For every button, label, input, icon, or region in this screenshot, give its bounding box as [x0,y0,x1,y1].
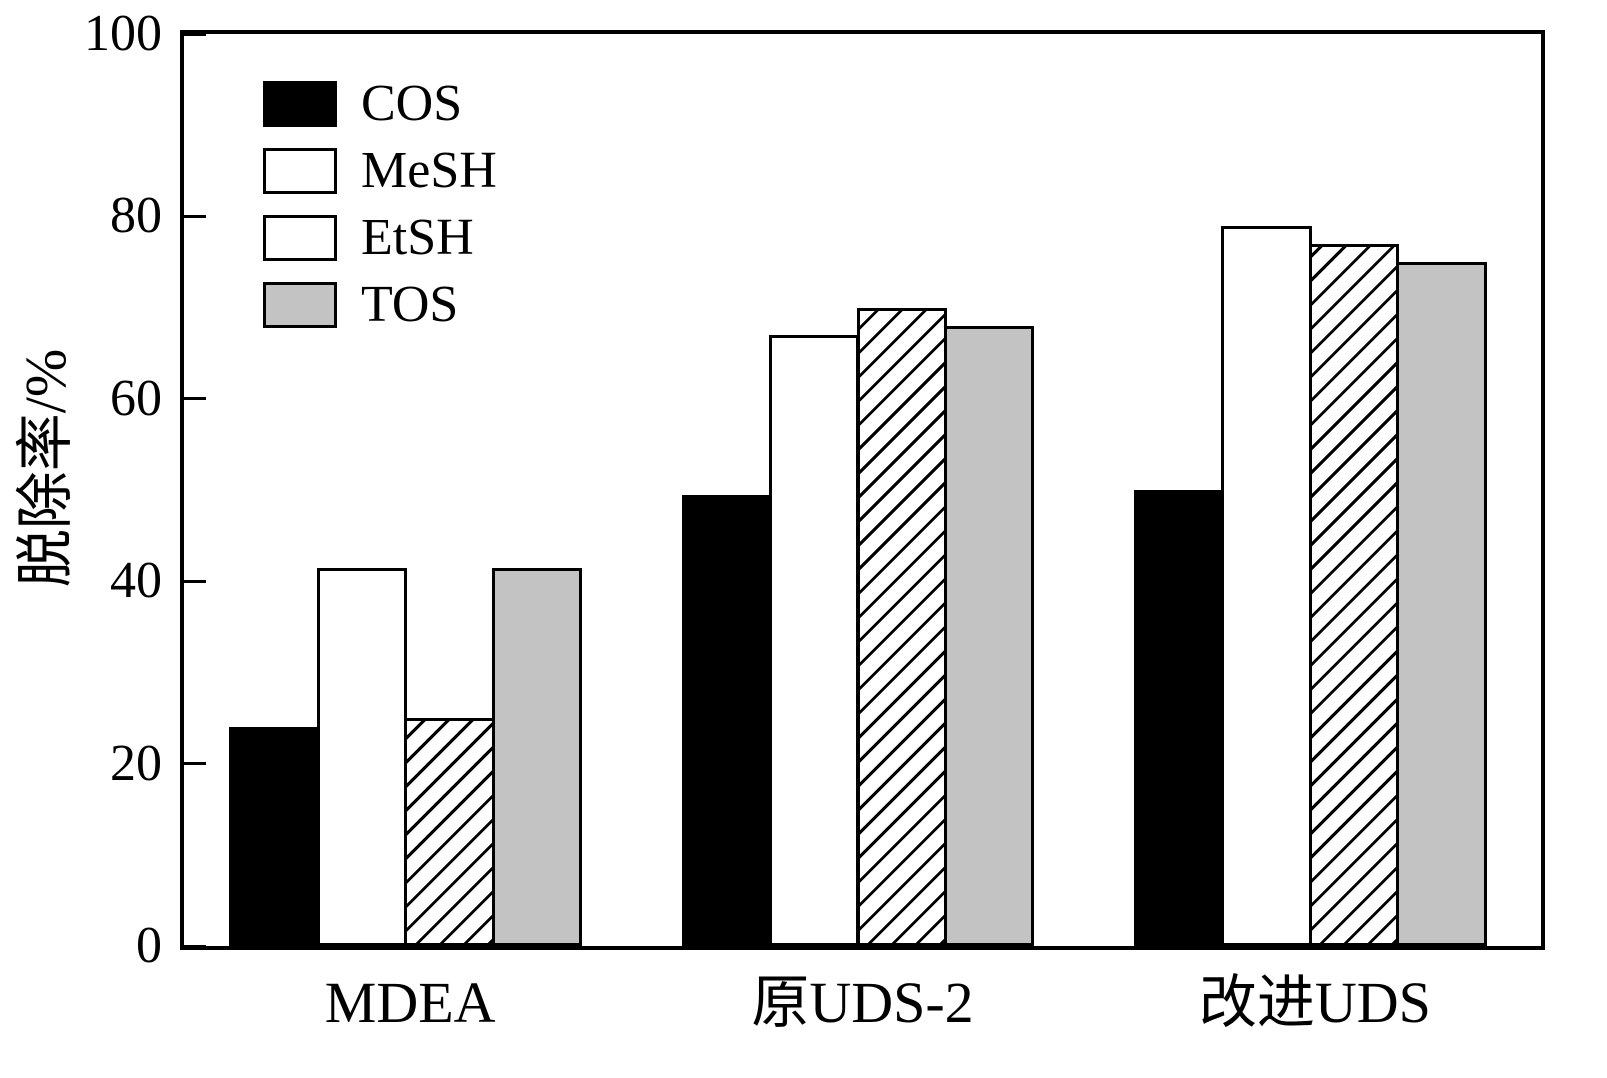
legend-label: MeSH [361,141,497,199]
legend-label: COS [361,74,463,132]
bar-COS-改进UDS [1133,490,1225,946]
legend-item-MeSH: MeSH [263,137,497,204]
y-tick-label: 40 [110,552,162,610]
y-tick-mark [184,397,206,401]
bar-COS-原UDS-2 [681,494,773,946]
y-tick-mark [184,32,206,36]
bar-COS-MDEA [229,727,320,946]
y-tick-label: 100 [84,5,162,62]
bar-TOS-MDEA [491,567,583,946]
y-tick-label: 0 [136,917,162,974]
legend-swatch-MeSH [263,147,337,194]
bar-MeSH-改进UDS [1221,225,1312,946]
bar-TOS-改进UDS [1396,262,1487,946]
bar-EtSH-原UDS-2 [856,307,947,946]
bar-EtSH-MDEA [404,718,495,946]
y-tick-label: 20 [110,734,162,792]
y-tick-label: 60 [110,369,162,427]
legend-swatch-COS [263,80,337,127]
y-tick-mark [184,579,206,583]
legend-item-EtSH: EtSH [263,204,497,271]
bar-MeSH-原UDS-2 [769,334,860,946]
x-category-label: 原UDS-2 [751,970,974,1035]
legend-item-TOS: TOS [263,271,497,338]
bar-MeSH-MDEA [316,567,408,946]
x-category-label: 改进UDS [1198,970,1431,1035]
legend-swatch-TOS [263,281,337,328]
legend: COS MeSH EtSH TOS [263,70,497,338]
y-tick-mark [184,214,206,218]
legend-item-COS: COS [263,70,497,137]
y-tick-label: 80 [110,187,162,245]
y-tick-mark [184,762,206,766]
x-category-label: MDEA [324,970,496,1035]
legend-label: TOS [361,275,459,333]
legend-swatch-EtSH [263,214,337,261]
bar-EtSH-改进UDS [1308,243,1400,946]
y-tick-mark [184,944,206,948]
bar-TOS-原UDS-2 [943,325,1035,946]
legend-label: EtSH [361,208,474,266]
